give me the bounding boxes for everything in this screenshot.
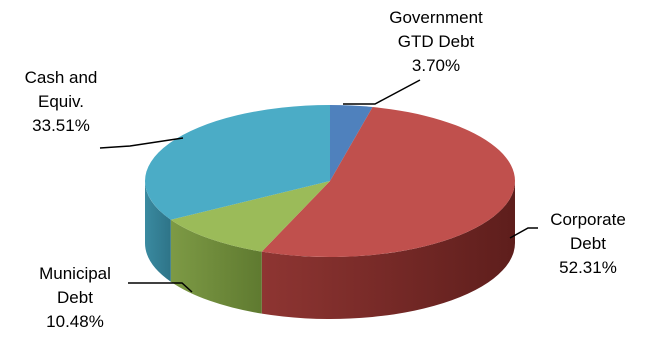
leader-line-corporate-debt — [509, 227, 538, 239]
slice-label-corporate-debt: Corporate Debt 52.31% — [550, 210, 626, 277]
slice-label-government-gtd-debt: Government GTD Debt 3.70% — [389, 8, 483, 75]
leader-line-municipal-debt — [128, 282, 193, 293]
pie-side-cash-and-equiv — [145, 181, 171, 282]
pie-slice-corporate-debt — [261, 107, 516, 258]
pie-side-municipal-debt — [170, 219, 262, 314]
leader-line-cash-and-equiv — [99, 137, 184, 149]
leader-line-government-gtd-debt — [343, 79, 421, 105]
slice-label-municipal-debt: Municipal Debt 10.48% — [39, 264, 111, 331]
slice-label-cash-and-equiv: Cash and Equiv. 33.51% — [24, 68, 98, 135]
pie-side-corporate-debt — [261, 181, 515, 319]
pie-slice-municipal-debt — [170, 181, 330, 252]
pie-slice-government-gtd-debt — [330, 105, 373, 181]
pie-slice-cash-and-equiv — [145, 105, 330, 220]
